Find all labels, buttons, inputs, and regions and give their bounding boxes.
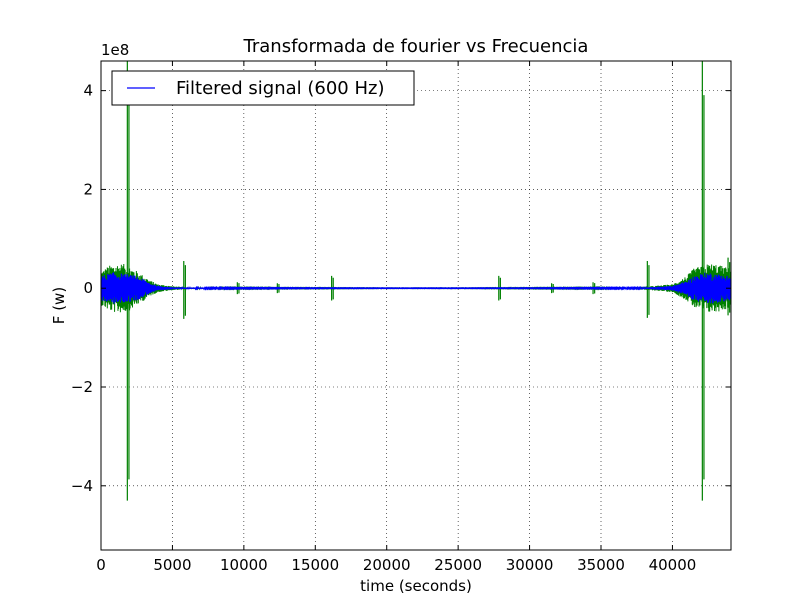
series-line <box>101 272 731 304</box>
x-tick-label: 40000 <box>649 556 697 574</box>
x-tick-label: 5000 <box>153 556 191 574</box>
x-tick-label: 25000 <box>434 556 482 574</box>
series-layer <box>101 61 731 501</box>
y-axis-exponent-label: 1e8 <box>101 41 129 59</box>
y-tick-label: −4 <box>71 477 93 495</box>
x-tick-label: 30000 <box>506 556 554 574</box>
y-tick-label: 0 <box>83 279 93 297</box>
plot-area <box>101 61 731 550</box>
x-tick-label: 10000 <box>220 556 268 574</box>
legend-label-filtered-signal: Filtered signal (600 Hz) <box>176 78 384 99</box>
x-tick-label: 35000 <box>577 556 625 574</box>
series-spike <box>183 261 186 319</box>
y-tick-label: 4 <box>83 82 93 100</box>
y-tick-label: 2 <box>83 180 93 198</box>
ticks: 0 5000 10000 15000 20000 25000 30000 35000 40000… <box>71 61 731 574</box>
legend: Filtered signal (600 Hz) <box>111 70 415 106</box>
legend-box <box>111 70 415 106</box>
plot-frame <box>100 60 732 551</box>
y-axis-title: F (w) <box>50 287 68 324</box>
x-axis-title: time (seconds) <box>360 577 472 595</box>
series-filtered-signal <box>101 272 731 304</box>
y-tick-label: −2 <box>71 378 93 396</box>
x-tick-label: 20000 <box>363 556 411 574</box>
x-tick-label: 15000 <box>291 556 339 574</box>
chart-title: Transformada de fourier vs Frecuencia <box>243 36 589 57</box>
series-spike <box>646 261 650 318</box>
x-tick-label: 0 <box>96 556 106 574</box>
